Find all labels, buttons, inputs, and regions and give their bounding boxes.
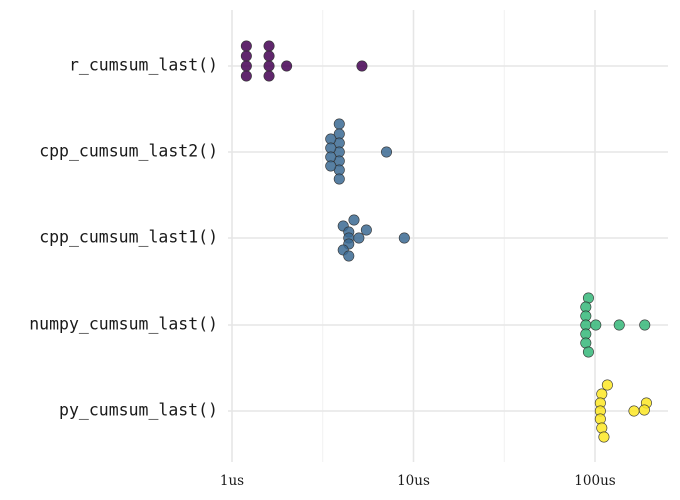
data-point (353, 232, 365, 244)
data-point (596, 388, 608, 400)
data-point (594, 413, 606, 425)
data-point (348, 214, 360, 226)
data-point (360, 224, 372, 236)
data-point (281, 60, 293, 72)
data-point (638, 404, 650, 416)
data-point (601, 379, 613, 391)
x-tick-label: 10us (397, 473, 430, 489)
data-point (333, 173, 345, 185)
x-tick-label: 1us (220, 473, 244, 489)
data-point (596, 422, 608, 434)
y-tick-label: cpp_cumsum_last1() (39, 228, 218, 247)
data-point (639, 319, 651, 331)
x-tick-labels: 1us 10us 100us (220, 473, 616, 489)
data-point (263, 60, 275, 72)
data-point (356, 60, 368, 72)
data-point (263, 50, 275, 62)
data-point (590, 319, 602, 331)
data-point (240, 40, 252, 52)
y-tick-label: py_cumsum_last() (59, 401, 218, 420)
data-point (325, 160, 337, 172)
data-point (398, 232, 410, 244)
data-point (240, 60, 252, 72)
data-point (263, 40, 275, 52)
y-tick-label: numpy_cumsum_last() (29, 315, 218, 334)
data-point (240, 50, 252, 62)
data-point (333, 118, 345, 130)
data-point (381, 146, 393, 158)
data-point (613, 319, 625, 331)
data-point (582, 346, 594, 358)
data-point (343, 250, 355, 262)
y-tick-label: r_cumsum_last() (69, 56, 218, 75)
y-tick-label: cpp_cumsum_last2() (39, 142, 218, 161)
y-tick-labels: r_cumsum_last() cpp_cumsum_last2() cpp_cum… (29, 56, 218, 420)
data-point (240, 70, 252, 82)
data-point (263, 70, 275, 82)
data-point (598, 431, 610, 443)
data-points (240, 40, 652, 443)
x-tick-label: 100us (574, 473, 615, 489)
data-point (628, 405, 640, 417)
